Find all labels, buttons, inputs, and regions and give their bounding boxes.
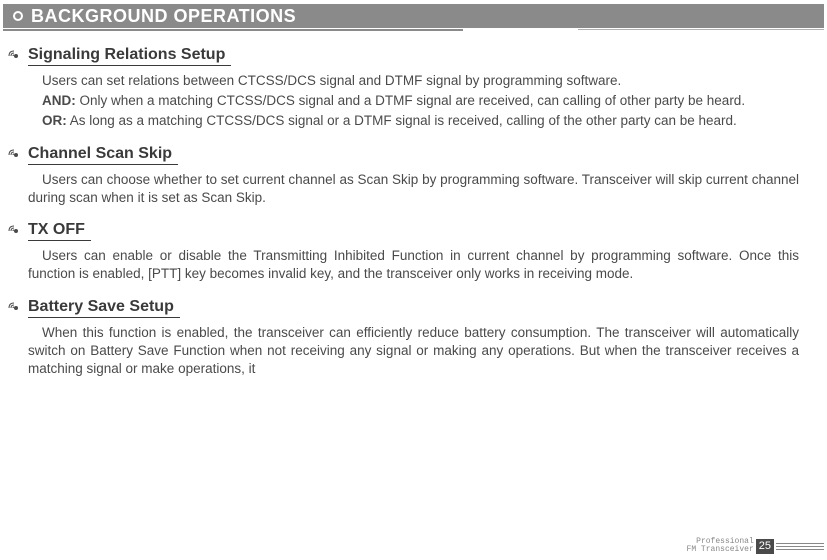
section-head: Battery Save Setup [8,298,799,318]
or-label: OR: [42,113,67,128]
or-text: As long as a matching CTCSS/DCS signal o… [67,113,737,128]
paragraph: When this function is enabled, the trans… [28,324,799,379]
and-text: Only when a matching CTCSS/DCS signal an… [76,93,745,108]
content-area: Signaling Relations Setup Users can set … [0,32,827,378]
paragraph: Users can enable or disable the Transmit… [28,247,799,283]
paragraph: OR: As long as a matching CTCSS/DCS sign… [28,112,799,130]
footer: Professional FM Transceiver 25 [687,538,824,554]
title-underline [3,28,824,32]
footer-text: Professional FM Transceiver [687,538,754,554]
paragraph: Users can choose whether to set current … [28,171,799,207]
radio-wave-icon [8,225,24,237]
section-title: TX OFF [28,221,91,241]
page-number: 25 [756,539,774,554]
section-title: Channel Scan Skip [28,145,178,165]
title-bar: BACKGROUND OPERATIONS [3,4,824,28]
section-signaling: Signaling Relations Setup Users can set … [28,46,799,131]
footer-lines-icon [776,543,824,550]
section-title: Signaling Relations Setup [28,46,231,66]
section-head: TX OFF [8,221,799,241]
radio-wave-icon [8,149,24,161]
radio-wave-icon [8,50,24,62]
radio-wave-icon [8,302,24,314]
page-title: BACKGROUND OPERATIONS [31,6,296,27]
section-title: Battery Save Setup [28,298,180,318]
section-scanskip: Channel Scan Skip Users can choose wheth… [28,145,799,207]
bullet-ring-icon [13,11,23,21]
section-battery: Battery Save Setup When this function is… [28,298,799,379]
footer-line2: FM Transceiver [687,546,754,554]
paragraph: Users can set relations between CTCSS/DC… [28,72,799,90]
section-head: Channel Scan Skip [8,145,799,165]
section-txoff: TX OFF Users can enable or disable the T… [28,221,799,283]
section-head: Signaling Relations Setup [8,46,799,66]
paragraph: AND: Only when a matching CTCSS/DCS sign… [28,92,799,110]
and-label: AND: [42,93,76,108]
